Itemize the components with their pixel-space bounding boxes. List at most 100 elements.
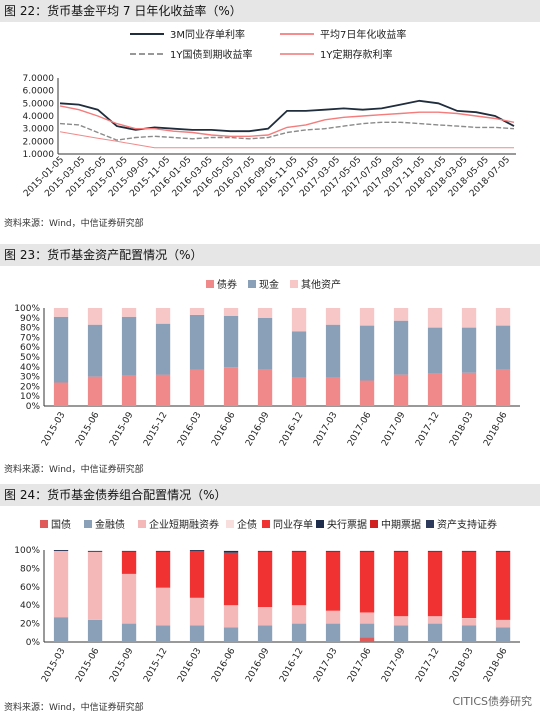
x-tick-label: 2016-03 <box>176 647 203 685</box>
legend-label-4: 同业存单 <box>273 518 313 531</box>
x-tick-label: 2015-09 <box>108 410 136 448</box>
series-line-3 <box>59 131 514 149</box>
y-tick-label: 80% <box>20 324 40 334</box>
bar-segment-4 <box>223 552 239 606</box>
bar-segment-2 <box>495 619 511 628</box>
bar-segment-2 <box>223 605 239 628</box>
bar-segment-1 <box>87 619 103 642</box>
bar-segment-2 <box>393 308 409 321</box>
bar-segment-0 <box>223 367 239 406</box>
bar-segment-2 <box>257 607 273 626</box>
bar-segment-4 <box>427 551 443 617</box>
bar-segment-4 <box>495 551 511 620</box>
bar-segment-5 <box>461 550 477 552</box>
bar-segment-1 <box>461 625 477 642</box>
bar-segment-0 <box>189 369 205 406</box>
legend-label-0: 3M同业存单利率 <box>170 28 245 41</box>
bar-segment-1 <box>189 625 205 642</box>
y-tick-label: 0% <box>26 638 41 648</box>
y-tick-label: 60% <box>20 343 40 353</box>
bar-segment-0 <box>291 377 307 406</box>
bar-segment-2 <box>427 308 443 328</box>
x-tick-label: 2015-06 <box>74 646 102 684</box>
y-tick-label: 80% <box>20 564 40 574</box>
bar-segment-0 <box>155 374 171 406</box>
bar-segment-2 <box>461 618 477 626</box>
chart3-title: 图 24：货币基金债券组合配置情况（%） <box>0 484 540 506</box>
bar-segment-1 <box>461 327 477 373</box>
bar-segment-2 <box>121 308 137 317</box>
x-tick-label: 2017-12 <box>414 647 441 685</box>
x-tick-label: 2016-09 <box>244 646 272 684</box>
y-tick-label: 50% <box>20 353 40 363</box>
bar-segment-1 <box>257 317 273 370</box>
y-tick-label: 10% <box>20 392 40 402</box>
bar-segment-0 <box>257 369 273 406</box>
bar-segment-2 <box>87 551 103 620</box>
legend-label-5: 央行票据 <box>327 518 367 531</box>
y-tick-label: 7.0000 <box>23 74 55 84</box>
bar-segment-5 <box>393 550 409 552</box>
bar-segment-1 <box>155 323 171 375</box>
bar-segment-1 <box>223 315 239 368</box>
bar-segment-5 <box>495 550 511 552</box>
bar-segment-2 <box>155 308 171 324</box>
y-tick-label: 20% <box>20 382 40 392</box>
y-tick-label: 60% <box>20 583 40 593</box>
bar-segment-2 <box>223 308 239 316</box>
bar-segment-2 <box>189 597 205 626</box>
legend-swatch-7 <box>426 520 434 528</box>
legend-swatch-5 <box>316 520 324 528</box>
y-tick-label: 5.0000 <box>23 99 55 109</box>
chart1-line: 3M同业存单利率 平均7日年化收益率 1Y国债到期收益率 1Y定期存款利率 7.0000… <box>22 28 516 199</box>
bar-segment-1 <box>223 627 239 642</box>
y-tick-label: 90% <box>20 314 40 324</box>
y-tick-label: 3.0000 <box>23 125 55 135</box>
bar-segment-1 <box>393 320 409 375</box>
x-tick-label: 2017-09 <box>380 646 408 684</box>
x-tick-label: 2018-03 <box>448 647 475 685</box>
bar-segment-2 <box>495 308 511 326</box>
bar-segment-0 <box>359 380 375 406</box>
bar-segment-2 <box>53 550 69 618</box>
bar-segment-0 <box>87 376 103 406</box>
bar-segment-1 <box>155 625 171 642</box>
y-tick-label: 100% <box>14 546 40 556</box>
bar-segment-2 <box>427 616 443 624</box>
y-tick-label: 100% <box>14 304 40 314</box>
bar-segment-0 <box>121 375 137 406</box>
bar-segment-5 <box>155 550 171 552</box>
y-tick-label: 0% <box>26 402 41 412</box>
bar-segment-2 <box>189 308 205 315</box>
bar-segment-1 <box>359 623 375 638</box>
bar-segment-1 <box>495 325 511 370</box>
bar-segment-2 <box>121 573 137 624</box>
x-tick-label: 2015-03 <box>40 647 67 685</box>
bar-segment-0 <box>427 373 443 406</box>
x-tick-label: 2017-03 <box>312 647 339 685</box>
bar-segment-1 <box>359 325 375 381</box>
y-tick-label: 40% <box>20 601 40 611</box>
x-tick-label: 2016-03 <box>176 411 203 449</box>
bar-segment-2 <box>291 605 307 624</box>
bar-segment-1 <box>257 625 273 642</box>
x-tick-label: 2016-09 <box>244 410 272 448</box>
legend-label-1: 平均7日年化收益率 <box>320 28 406 41</box>
legend-swatch-2 <box>290 280 298 288</box>
legend-swatch-1 <box>248 280 256 288</box>
x-tick-label: 2015-09 <box>108 646 136 684</box>
bar-segment-1 <box>53 316 69 383</box>
chart1-title: 图 22：货币基金平均 7 日年化收益率（%） <box>0 0 540 22</box>
legend-label-2: 1Y国债到期收益率 <box>170 48 252 61</box>
bar-segment-2 <box>359 612 375 624</box>
x-tick-label: 2018-03 <box>448 411 475 449</box>
x-tick-label: 2016-06 <box>210 410 238 448</box>
bar-segment-2 <box>257 308 273 318</box>
y-tick-label: 40% <box>20 363 40 373</box>
bar-segment-5 <box>257 550 273 552</box>
bar-segment-0 <box>461 372 477 406</box>
chart2-stacked-bar: 债券 现金 其他资产 0%10%20%30%40%50%60%70%80%90%100… <box>14 278 520 449</box>
bar-segment-4 <box>121 551 137 574</box>
bar-segment-1 <box>495 627 511 642</box>
bar-segment-4 <box>257 551 273 607</box>
